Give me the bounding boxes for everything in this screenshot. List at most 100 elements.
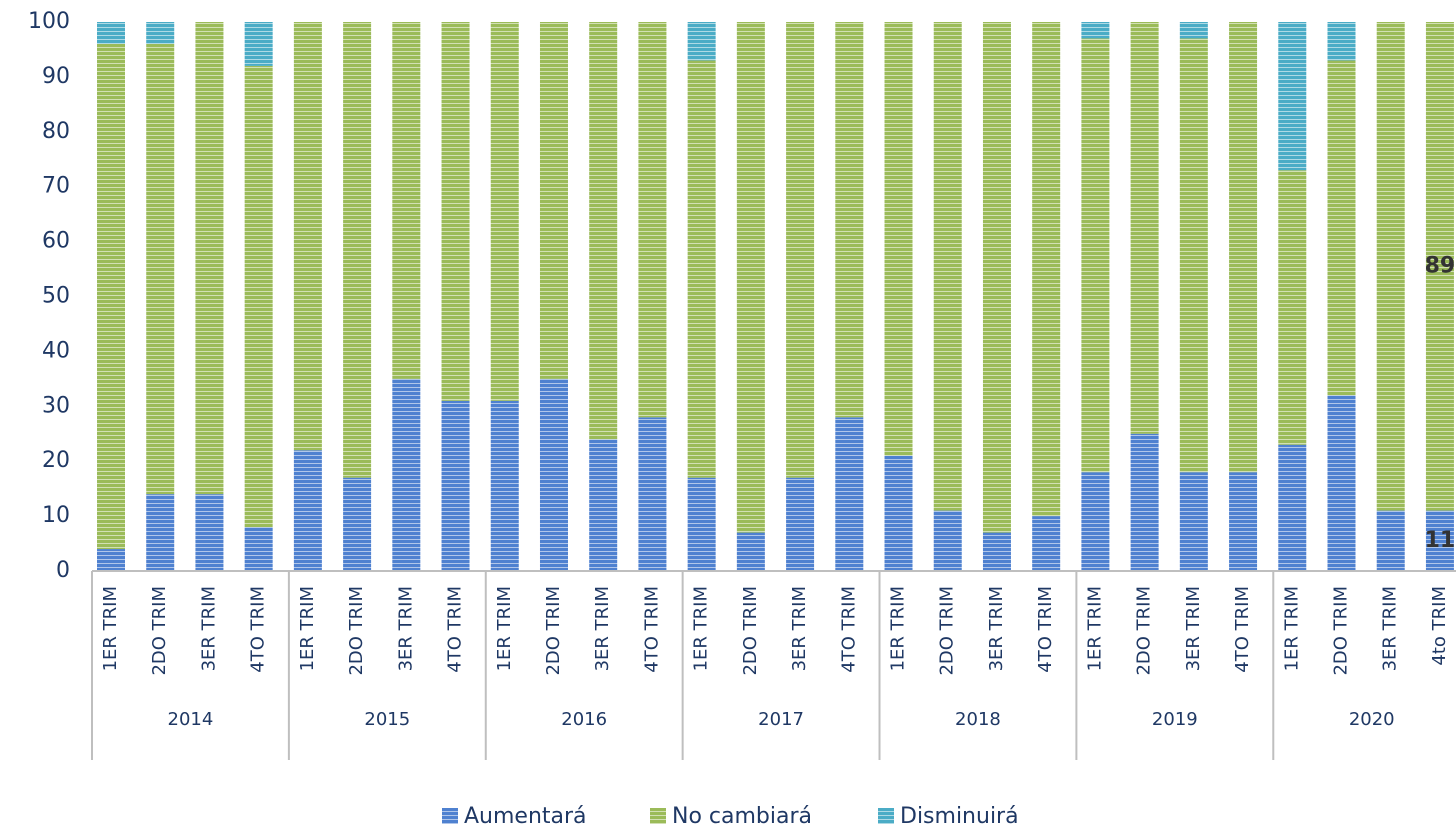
- x-tick-label: 1ER TRIM: [888, 586, 909, 671]
- bar-segment: [1327, 60, 1356, 396]
- x-tick-label: 2DO TRIM: [543, 586, 564, 676]
- bar-segment: [1081, 472, 1110, 571]
- bar-segment: [638, 22, 667, 418]
- bar-segment: [1130, 433, 1159, 571]
- legend-swatch: [878, 808, 894, 824]
- bar-segment: [1425, 22, 1454, 511]
- bar-segment: [884, 455, 913, 571]
- bar-segment: [1081, 38, 1110, 473]
- x-tick-label: 4TO TRIM: [1035, 586, 1056, 673]
- y-tick-label: 50: [42, 284, 70, 309]
- bar-segment: [933, 22, 962, 511]
- y-tick-label: 60: [42, 229, 70, 254]
- x-tick-label: 1ER TRIM: [691, 586, 712, 671]
- bar-segment: [687, 477, 716, 571]
- x-tick-label: 1ER TRIM: [100, 586, 121, 671]
- bar-segment: [490, 22, 519, 401]
- group-label: 2019: [1152, 709, 1198, 730]
- bar-segment: [441, 22, 470, 401]
- x-tick-label: 3ER TRIM: [1380, 586, 1401, 671]
- x-tick-label: 3ER TRIM: [986, 586, 1007, 671]
- bar-segment: [244, 527, 273, 571]
- bar-segment: [1425, 510, 1454, 571]
- bar-segment: [687, 60, 716, 478]
- bar-segment: [1130, 22, 1159, 434]
- legend-label: No cambiará: [672, 804, 812, 829]
- x-tick-label: 4TO TRIM: [838, 586, 859, 673]
- bar-segment: [392, 22, 421, 379]
- x-tick-label: 3ER TRIM: [789, 586, 810, 671]
- group-label: 2017: [758, 709, 804, 730]
- y-tick-label: 10: [42, 503, 70, 528]
- x-tick-label: 2DO TRIM: [346, 586, 367, 676]
- y-tick-label: 100: [28, 9, 70, 34]
- y-tick-label: 30: [42, 393, 70, 418]
- bar-segment: [835, 417, 864, 571]
- bar-segment: [589, 439, 618, 571]
- x-tick-label: 4TO TRIM: [1232, 586, 1253, 673]
- bar-segment: [1229, 472, 1258, 571]
- legend-label: Disminuirá: [900, 804, 1019, 829]
- bar-segment: [638, 417, 667, 571]
- x-tick-label: 2DO TRIM: [740, 586, 761, 676]
- bar-segment: [97, 43, 125, 550]
- bar-segment: [1179, 472, 1208, 571]
- bar-segment: [244, 22, 273, 66]
- bar-segment: [736, 532, 765, 571]
- bar-segment: [1179, 38, 1208, 473]
- bar-segment: [982, 532, 1011, 571]
- x-tick-label: 3ER TRIM: [592, 586, 613, 671]
- bar-segment: [1179, 22, 1208, 39]
- bar-segment: [1327, 395, 1356, 571]
- x-tick-label: 4TO TRIM: [641, 586, 662, 673]
- group-label: 2015: [364, 709, 410, 730]
- bar-segment: [1376, 510, 1405, 571]
- bar-segment: [195, 22, 224, 495]
- legend-swatch: [442, 808, 458, 824]
- bar-segment: [490, 400, 519, 571]
- bar-segment: [1032, 22, 1061, 517]
- bar-segment: [343, 477, 372, 571]
- x-tick-label: 1ER TRIM: [1281, 586, 1302, 671]
- x-tick-label: 2DO TRIM: [937, 586, 958, 676]
- bar-segment: [539, 22, 568, 379]
- bar-segment: [736, 22, 765, 533]
- data-label: 11: [1425, 528, 1456, 553]
- group-label: 2020: [1349, 709, 1395, 730]
- bar-segment: [687, 22, 716, 61]
- group-label: 2018: [955, 709, 1001, 730]
- x-tick-label: 2DO TRIM: [1331, 586, 1352, 676]
- x-tick-label: 1ER TRIM: [1084, 586, 1105, 671]
- bar-segment: [1229, 22, 1258, 473]
- x-tick-label: 3ER TRIM: [198, 586, 219, 671]
- y-tick-label: 90: [42, 64, 70, 89]
- bar-segment: [146, 494, 175, 571]
- bar-segment: [786, 22, 815, 478]
- bar-segment: [1278, 444, 1307, 571]
- y-tick-label: 70: [42, 174, 70, 199]
- bar-segment: [146, 43, 175, 495]
- bar-segment: [933, 510, 962, 571]
- legend-label: Aumentará: [464, 804, 587, 829]
- bar-segment: [835, 22, 864, 418]
- bar-segment: [97, 22, 125, 44]
- bar-segment: [1376, 22, 1405, 511]
- bar-segment: [392, 378, 421, 571]
- x-tick-label: 2DO TRIM: [1134, 586, 1155, 676]
- bar-segment: [195, 494, 224, 571]
- bar-segment: [982, 22, 1011, 533]
- bar-segment: [343, 22, 372, 478]
- bar-segment: [539, 378, 568, 571]
- x-tick-label: 3ER TRIM: [1183, 586, 1204, 671]
- bar-segment: [97, 549, 125, 571]
- x-tick-label: 4TO TRIM: [248, 586, 269, 673]
- bar-segment: [1278, 170, 1307, 445]
- group-label: 2014: [168, 709, 214, 730]
- x-tick-label: 3ER TRIM: [395, 586, 416, 671]
- bar-segment: [244, 65, 273, 528]
- y-tick-label: 20: [42, 448, 70, 473]
- x-tick-label: 1ER TRIM: [494, 586, 515, 671]
- x-tick-label: 1ER TRIM: [297, 586, 318, 671]
- bar-segment: [1278, 22, 1307, 171]
